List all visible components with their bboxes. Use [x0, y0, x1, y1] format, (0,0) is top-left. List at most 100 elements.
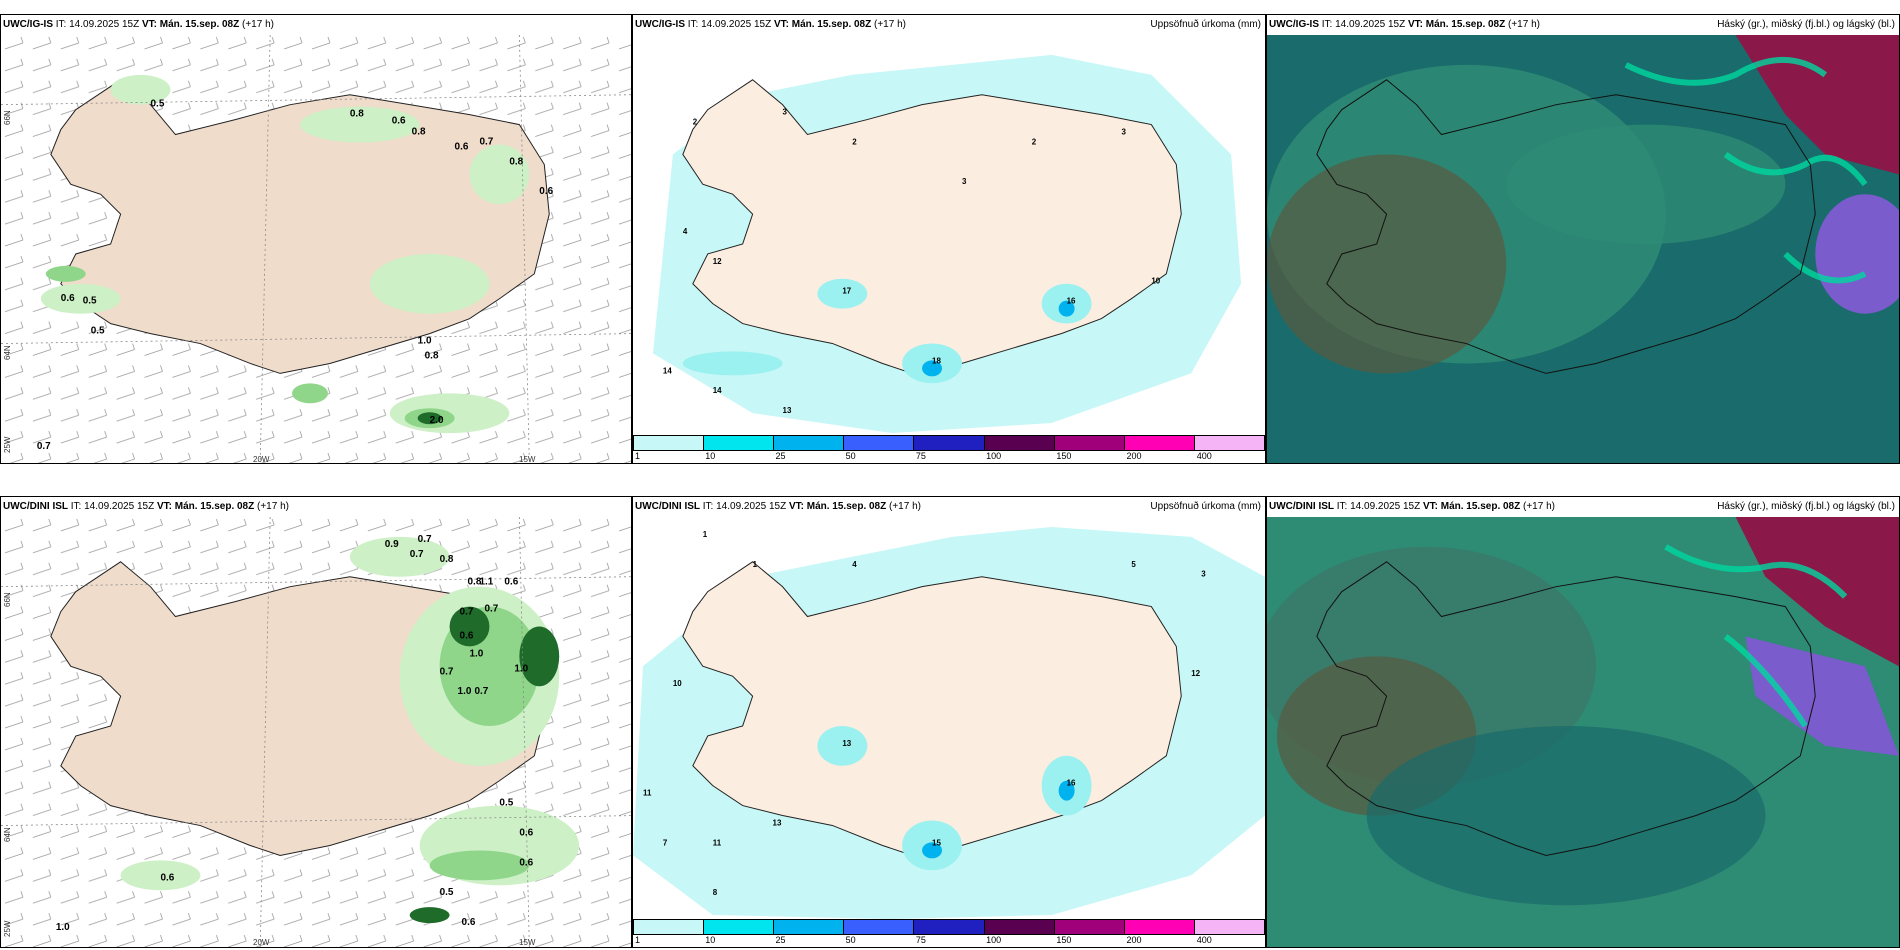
model-name: UWC/IG-IS — [635, 19, 685, 30]
legend-swatch — [984, 920, 1055, 934]
vt-label: VT: — [156, 501, 172, 512]
wind-map: 0.9 0.70.7 0.80.81.1 0.60.7 0.7 0.61.00.7 … — [1, 517, 631, 947]
svg-text:0.7: 0.7 — [479, 136, 493, 147]
svg-text:0.6: 0.6 — [392, 116, 406, 127]
svg-text:0.7: 0.7 — [37, 441, 51, 452]
panel-header: UWC/IG-IS IT: 14.09.2025 15Z VT: Mán. 15… — [1, 15, 631, 35]
map-area — [1267, 517, 1899, 947]
legend-tick-label: 200 — [1126, 451, 1142, 461]
lead-time: (+17 h) — [257, 501, 289, 512]
svg-text:4: 4 — [683, 227, 688, 236]
svg-text:0.6: 0.6 — [539, 186, 553, 197]
svg-text:0.7: 0.7 — [440, 666, 454, 677]
svg-text:12: 12 — [713, 257, 722, 266]
vt-value: Mán. 15.sep. 08Z — [806, 501, 887, 512]
lead-time: (+17 h) — [874, 19, 906, 30]
lat-label-64: 64N — [3, 827, 12, 842]
legend-swatch — [634, 436, 705, 450]
lon-label-25: 25W — [3, 436, 12, 453]
svg-text:0.7: 0.7 — [484, 604, 498, 615]
legend-colorbar — [633, 919, 1265, 935]
legend-tick-label: 50 — [845, 935, 856, 945]
cloud-map — [1267, 517, 1899, 947]
svg-text:2: 2 — [1032, 137, 1037, 146]
svg-text:0.6: 0.6 — [504, 577, 518, 588]
svg-text:13: 13 — [783, 406, 792, 415]
val-label: 0.5 — [151, 99, 165, 110]
svg-text:0.8: 0.8 — [440, 554, 454, 565]
it-label: IT: — [55, 19, 67, 30]
svg-text:0.7: 0.7 — [474, 686, 488, 697]
svg-text:1.0: 1.0 — [514, 663, 528, 674]
legend-swatch — [774, 436, 845, 450]
svg-text:0.5: 0.5 — [91, 326, 105, 337]
legend-swatch — [844, 920, 915, 934]
svg-text:7: 7 — [663, 838, 668, 847]
svg-text:12: 12 — [1191, 669, 1200, 678]
it-value: 14.09.2025 15Z — [1335, 19, 1406, 30]
vt-label: VT: — [1422, 501, 1438, 512]
legend-swatch — [1054, 436, 1125, 450]
svg-text:15: 15 — [932, 838, 941, 847]
model-name: UWC/IG-IS — [3, 19, 53, 30]
legend-swatch — [914, 920, 985, 934]
svg-text:0.6: 0.6 — [460, 630, 474, 641]
svg-text:13: 13 — [773, 818, 782, 827]
svg-text:0.6: 0.6 — [160, 872, 174, 883]
panel-header: UWC/DINI ISL IT: 14.09.2025 15Z VT: Mán.… — [1, 497, 631, 517]
clouds-title: Háský (gr.), miðský (fj.bl.) og lágský (… — [1717, 501, 1895, 512]
it-value: 14.09.2025 15Z — [84, 501, 155, 512]
lat-label-66: 66N — [3, 592, 12, 607]
map-area: 2 3 2 3 2 3 4 12 17 18 16 10 14 14 13 — [633, 35, 1265, 435]
svg-text:1.1: 1.1 — [479, 577, 493, 588]
svg-text:0.7: 0.7 — [460, 607, 474, 618]
svg-text:11: 11 — [713, 838, 722, 847]
svg-text:16: 16 — [1067, 779, 1076, 788]
svg-text:0.6: 0.6 — [61, 293, 75, 304]
vt-value: Mán. 15.sep. 08Z — [791, 19, 872, 30]
vt-value: Mán. 15.sep. 08Z — [1425, 19, 1506, 30]
it-value: 14.09.2025 15Z — [1350, 501, 1421, 512]
lon-label-15: 15W — [519, 938, 536, 947]
vt-label: VT: — [1407, 19, 1423, 30]
svg-text:1.0: 1.0 — [458, 686, 472, 697]
legend-tick-label: 400 — [1196, 451, 1212, 461]
svg-text:0.5: 0.5 — [499, 798, 513, 809]
svg-text:1.0: 1.0 — [56, 922, 70, 933]
svg-text:3: 3 — [1201, 570, 1206, 579]
legend-swatch — [844, 436, 915, 450]
legend-swatch — [704, 436, 775, 450]
map-area: 0.9 0.7 0.7 0.8 0.8 1.1 0.6 0.7 0.7 0.6 1.0 0.7 … — [1, 517, 631, 947]
svg-text:0.8: 0.8 — [509, 156, 523, 167]
svg-text:1: 1 — [753, 560, 758, 569]
legend-swatch — [1124, 920, 1195, 934]
svg-text:14: 14 — [663, 366, 672, 375]
legend-swatch — [1194, 920, 1264, 934]
svg-text:17: 17 — [842, 287, 851, 296]
legend-tick-label: 200 — [1126, 935, 1142, 945]
lat-label-66: 66N — [3, 110, 12, 125]
svg-text:13: 13 — [842, 739, 851, 748]
model-name: UWC/DINI ISL — [3, 501, 68, 512]
svg-text:3: 3 — [962, 177, 967, 186]
lead-time: (+17 h) — [1508, 19, 1540, 30]
svg-text:14: 14 — [713, 386, 722, 395]
svg-text:1.0: 1.0 — [418, 336, 432, 347]
svg-text:3: 3 — [1121, 128, 1126, 137]
panel-header: UWC/IG-IS IT: 14.09.2025 15Z VT: Mán. 15… — [633, 15, 1265, 35]
legend-ticks: 1 10 25 50 75 100 150 200 400 — [633, 935, 1265, 947]
it-value: 14.09.2025 15Z — [701, 19, 772, 30]
svg-text:0.5: 0.5 — [83, 296, 97, 307]
lon-label-15: 15W — [519, 455, 536, 464]
vt-label: VT: — [788, 501, 804, 512]
svg-text:1: 1 — [703, 530, 708, 539]
legend-tick-label: 75 — [915, 935, 926, 945]
legend-swatch — [774, 920, 845, 934]
panel-header: UWC/DINI ISL IT: 14.09.2025 15Z VT: Mán.… — [1267, 497, 1899, 517]
lat-label-64: 64N — [3, 345, 12, 360]
precip-legend: 1 10 25 50 75 100 150 200 400 — [633, 919, 1265, 947]
svg-text:0.9: 0.9 — [385, 539, 399, 550]
map-area: 0.5 0.8 0.6 0.8 0.6 0.7 0.8 0.6 0.6 0.5 … — [1, 35, 631, 463]
legend-tick-label: 100 — [986, 935, 1002, 945]
